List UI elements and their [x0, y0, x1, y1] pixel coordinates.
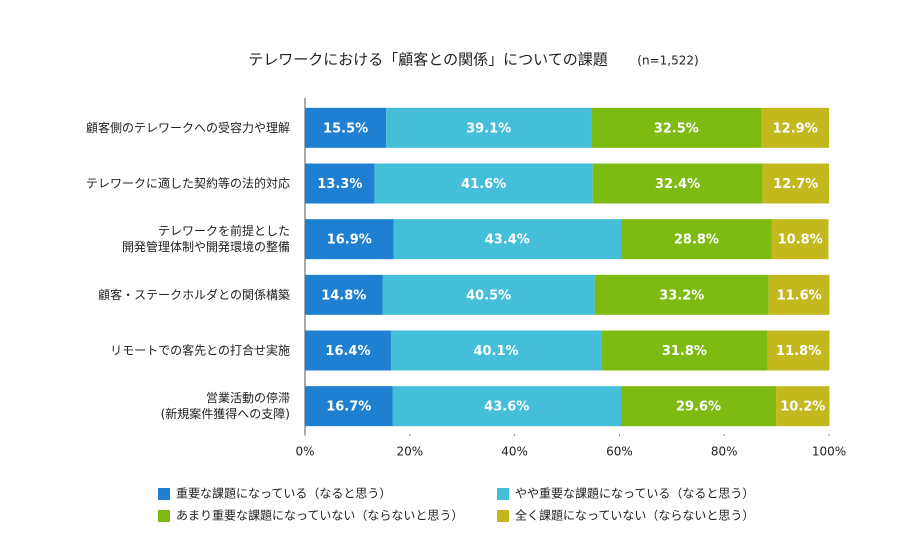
x-tick-label: 40% — [501, 445, 528, 459]
data-label: 11.6% — [777, 288, 822, 303]
bar-segment — [305, 107, 387, 148]
bar-segment — [592, 163, 763, 204]
data-label: 32.5% — [654, 121, 699, 136]
bar-segment — [390, 330, 602, 371]
bar-segment — [601, 330, 768, 371]
bar-segment — [392, 386, 621, 427]
bar-segment — [305, 219, 394, 260]
data-label: 16.4% — [325, 344, 370, 359]
bar-segment — [374, 163, 593, 204]
x-tick-label: 60% — [606, 445, 633, 459]
bar-segment — [761, 107, 829, 148]
bar-segment — [305, 330, 391, 371]
data-label: 40.5% — [466, 288, 511, 303]
legend-label: 重要な課題になっている（なると思う） — [176, 486, 391, 501]
data-label: 41.6% — [461, 177, 506, 192]
chart-title: テレワークにおける「顧客との関係」についての課題 — [248, 51, 607, 69]
bar-segment — [768, 274, 830, 315]
y-tick-label: リモートでの客先との打合せ実施 — [110, 342, 290, 357]
data-label: 10.8% — [778, 233, 823, 248]
bar-segment — [767, 330, 830, 371]
legend-swatch — [158, 510, 170, 522]
bar-segment — [305, 163, 375, 204]
x-tick-label: 20% — [396, 445, 423, 459]
y-tick-label: テレワークを前提とした開発管理体制や開発環境の整備 — [122, 223, 290, 254]
y-tick-label: 顧客側のテレワークへの受容力や理解 — [86, 119, 290, 134]
chart-subtitle: (n=1,522) — [637, 54, 698, 68]
legend-swatch — [497, 510, 509, 522]
bar-segment — [620, 386, 777, 427]
bar-segment — [386, 107, 592, 148]
legend-label: あまり重要な課題になっていない（ならないと思う） — [176, 508, 463, 523]
bar-segment — [305, 274, 383, 315]
bar-segment — [762, 163, 829, 204]
x-tick-label: 80% — [711, 445, 738, 459]
y-tick-label: テレワークに適した契約等の法的対応 — [86, 175, 290, 190]
data-label: 43.6% — [484, 400, 529, 415]
data-label: 43.4% — [485, 233, 530, 248]
data-label: 15.5% — [323, 121, 368, 136]
bar-segment — [305, 386, 393, 427]
data-label: 40.1% — [473, 344, 518, 359]
data-label: 12.9% — [773, 121, 818, 136]
data-label: 12.7% — [773, 177, 818, 192]
legend-swatch — [158, 488, 170, 500]
bar-segment — [393, 219, 621, 260]
x-tick-label: 0% — [295, 445, 314, 459]
bar-segment — [382, 274, 595, 315]
data-label: 33.2% — [659, 288, 704, 303]
y-tick-label: 営業活動の停滞(新規案件獲得への支障) — [161, 390, 290, 421]
data-label: 10.2% — [780, 400, 825, 415]
legend-label: やや重要な課題になっている（なると思う） — [515, 486, 754, 501]
data-label: 16.9% — [327, 233, 372, 248]
bar-segment — [594, 274, 769, 315]
bar-segment — [591, 107, 762, 148]
bar-segment — [620, 219, 772, 260]
data-label: 14.8% — [321, 288, 366, 303]
data-label: 16.7% — [326, 400, 371, 415]
legend-label: 全く課題になっていない（ならないと思う） — [515, 508, 754, 523]
data-label: 11.8% — [776, 344, 821, 359]
data-label: 39.1% — [466, 121, 511, 136]
data-label: 13.3% — [317, 177, 362, 192]
data-label: 32.4% — [655, 177, 700, 192]
data-label: 28.8% — [674, 233, 719, 248]
data-label: 29.6% — [676, 400, 721, 415]
bar-segment — [776, 386, 830, 427]
bar-segment — [771, 219, 829, 260]
data-label: 31.8% — [662, 344, 707, 359]
x-tick-label: 100% — [812, 445, 846, 459]
y-tick-label: 顧客・ステークホルダとの関係構築 — [98, 286, 290, 301]
legend-swatch — [497, 488, 509, 500]
